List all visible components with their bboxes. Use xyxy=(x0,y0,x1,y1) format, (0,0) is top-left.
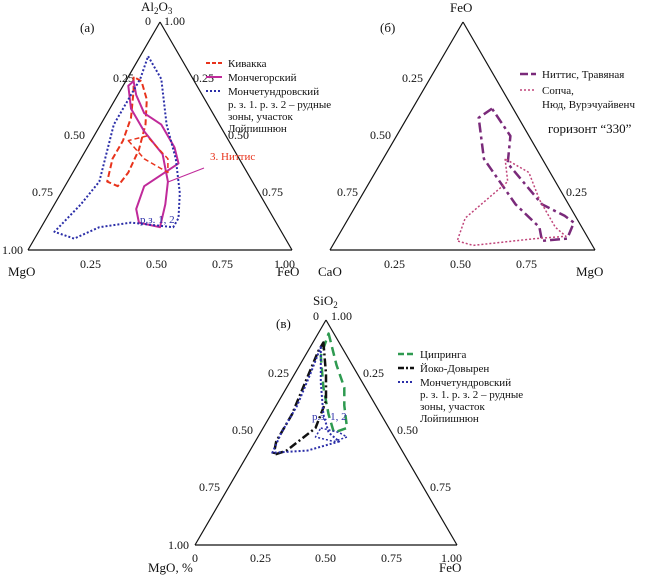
panel-a-tick-right-1: 0.25 xyxy=(193,71,214,85)
panel-a-series-kivakka xyxy=(106,75,148,188)
panel-b-series-nittis xyxy=(477,107,576,243)
panel-a-tick-left-3: 0.75 xyxy=(32,185,53,199)
panel-c-legend-label-3: Мончетундровский xyxy=(420,377,511,389)
panel-a-tick-right-2: 0.50 xyxy=(228,128,249,142)
panel-c-legend-label-1: Ципринга xyxy=(420,349,467,361)
panel-b-tick-bottom-3: 0.75 xyxy=(516,257,537,271)
panel-b-tick-bottom-1: 0.25 xyxy=(384,257,405,271)
panel-c-tick-right-3: 0.75 xyxy=(430,480,451,494)
panel-c-series-monchetundra xyxy=(271,346,341,454)
panel-c: (в) SiO2 0 1.00 MgO, % FeO 0.25 0.50 0.7… xyxy=(148,293,523,575)
panel-c-vertex-top: SiO2 xyxy=(313,293,338,310)
panel-a-tick-bottom-1: 0.25 xyxy=(80,257,101,271)
panel-b-tick-left-1: 0.25 xyxy=(402,71,423,85)
panel-a-tick-bottom-3: 0.75 xyxy=(212,257,233,271)
panel-c-series-tsipringa xyxy=(319,332,349,434)
panel-c-legend-note-1: р. з. 1. р. з. 2 – рудные xyxy=(420,389,523,401)
panel-c-tick-left-4: 1.00 xyxy=(168,538,189,552)
panel-c-tick-bottom-2: 0.50 xyxy=(315,551,336,565)
panel-a-tick-bottom-2: 0.50 xyxy=(146,257,167,271)
panel-a-top-one: 1.00 xyxy=(164,14,185,28)
panel-b-vertex-top: FeO xyxy=(450,0,472,15)
panel-a-legend-note-1: р. з. 1. р. з. 2 – рудные xyxy=(228,99,331,111)
panel-b-vertex-right: MgO xyxy=(576,264,603,279)
panel-c-top-one: 1.00 xyxy=(331,309,352,323)
panel-c-axis-left xyxy=(194,319,327,546)
panel-a-vertex-left: MgO xyxy=(8,264,35,279)
panel-b-label: (б) xyxy=(380,20,395,35)
panel-c-tick-bottom-0: 0 xyxy=(192,551,198,565)
panel-a-tick-left-2: 0.50 xyxy=(64,128,85,142)
panel-b-tick-left-2: 0.50 xyxy=(370,128,391,142)
panel-c-legend-note-3: Лойпишнюн xyxy=(420,413,479,425)
panel-a-top-zero: 0 xyxy=(145,14,151,28)
panel-b-tick-bottom-2: 0.50 xyxy=(450,257,471,271)
panel-b-legend-label-1: Ниттис, Травяная xyxy=(542,69,624,81)
panel-b-legend-label-2: Сопча, xyxy=(542,85,574,97)
panel-b-extra-text: горизонт “330” xyxy=(548,121,632,136)
panel-c-vertex-left: MgO, % xyxy=(148,560,193,575)
panel-a-legend-label-1: Кивакка xyxy=(228,58,267,70)
panel-b-legend-note-1: Нюд, Вурэчуайвенч xyxy=(542,99,635,111)
panel-c-series-yoko-dovyren xyxy=(272,341,328,457)
panel-c-top-zero: 0 xyxy=(313,309,319,323)
panel-c-vertex-right: FeO xyxy=(439,560,461,575)
panel-a-axis-left xyxy=(27,21,161,251)
panel-a-legend-label-3: Мончетундровский xyxy=(228,86,319,98)
panel-c-label: (в) xyxy=(276,316,291,331)
panel-c-tick-right-2: 0.50 xyxy=(397,423,418,437)
panel-a-axis-right xyxy=(159,21,293,251)
panel-b-vertex-left: CaO xyxy=(318,264,342,279)
panel-c-tick-left-2: 0.50 xyxy=(232,423,253,437)
panel-a-legend-label-2: Мончегорский xyxy=(228,72,297,84)
panel-c-tick-left-3: 0.75 xyxy=(199,480,220,494)
panel-a-tick-left-4: 1.00 xyxy=(2,243,23,257)
panel-a-annotation-nittis: 3. Ниттис xyxy=(210,151,255,163)
panel-c-axis-right xyxy=(325,319,458,546)
panel-b-axis-right xyxy=(462,21,596,251)
panel-c-tick-left-1: 0.25 xyxy=(268,366,289,380)
panel-b-tick-right-1: 0.25 xyxy=(566,185,587,199)
panel-a-tick-left-1: 0.25 xyxy=(113,71,134,85)
panel-c-tick-right-1: 0.25 xyxy=(363,366,384,380)
panel-a-annotation-rz: р.з. 1, 2 xyxy=(140,214,175,226)
panel-a-series-monchetundra xyxy=(53,55,181,240)
panel-b: (б) FeO CaO MgO 0.25 0.50 0.75 0.25 0.25… xyxy=(318,0,635,279)
panel-c-legend-note-2: зоны, участок xyxy=(420,401,486,413)
panel-a-vertex-top: Al2O3 xyxy=(141,0,173,16)
panel-c-annotation-rz: р.з. 1, 2 xyxy=(312,411,347,423)
panel-a-annotation-arrow xyxy=(167,167,205,183)
panel-c-legend-label-2: Йоко-Довырен xyxy=(420,363,489,375)
panel-a-tick-bottom-4: 1.00 xyxy=(274,257,295,271)
panel-c-tick-bottom-1: 0.25 xyxy=(250,551,271,565)
panel-c-tick-bottom-3: 0.75 xyxy=(381,551,402,565)
panel-a-series-nittis-zone xyxy=(127,135,169,174)
panel-a: (а) Al2O3 0 1.00 MgO FeO 0.25 0.50 0.75 … xyxy=(2,0,331,279)
panel-b-axis-left xyxy=(329,21,464,251)
panel-a-legend-note-3: Лойпишнюн xyxy=(228,123,287,135)
panel-c-tick-bottom-4: 1.00 xyxy=(441,551,462,565)
panel-b-tick-left-3: 0.75 xyxy=(337,185,358,199)
panel-a-legend-note-2: зоны, участок xyxy=(228,111,294,123)
panel-a-tick-right-3: 0.75 xyxy=(262,185,283,199)
panel-a-label: (а) xyxy=(80,20,94,35)
panel-a-vertex-right: FeO xyxy=(277,264,299,279)
